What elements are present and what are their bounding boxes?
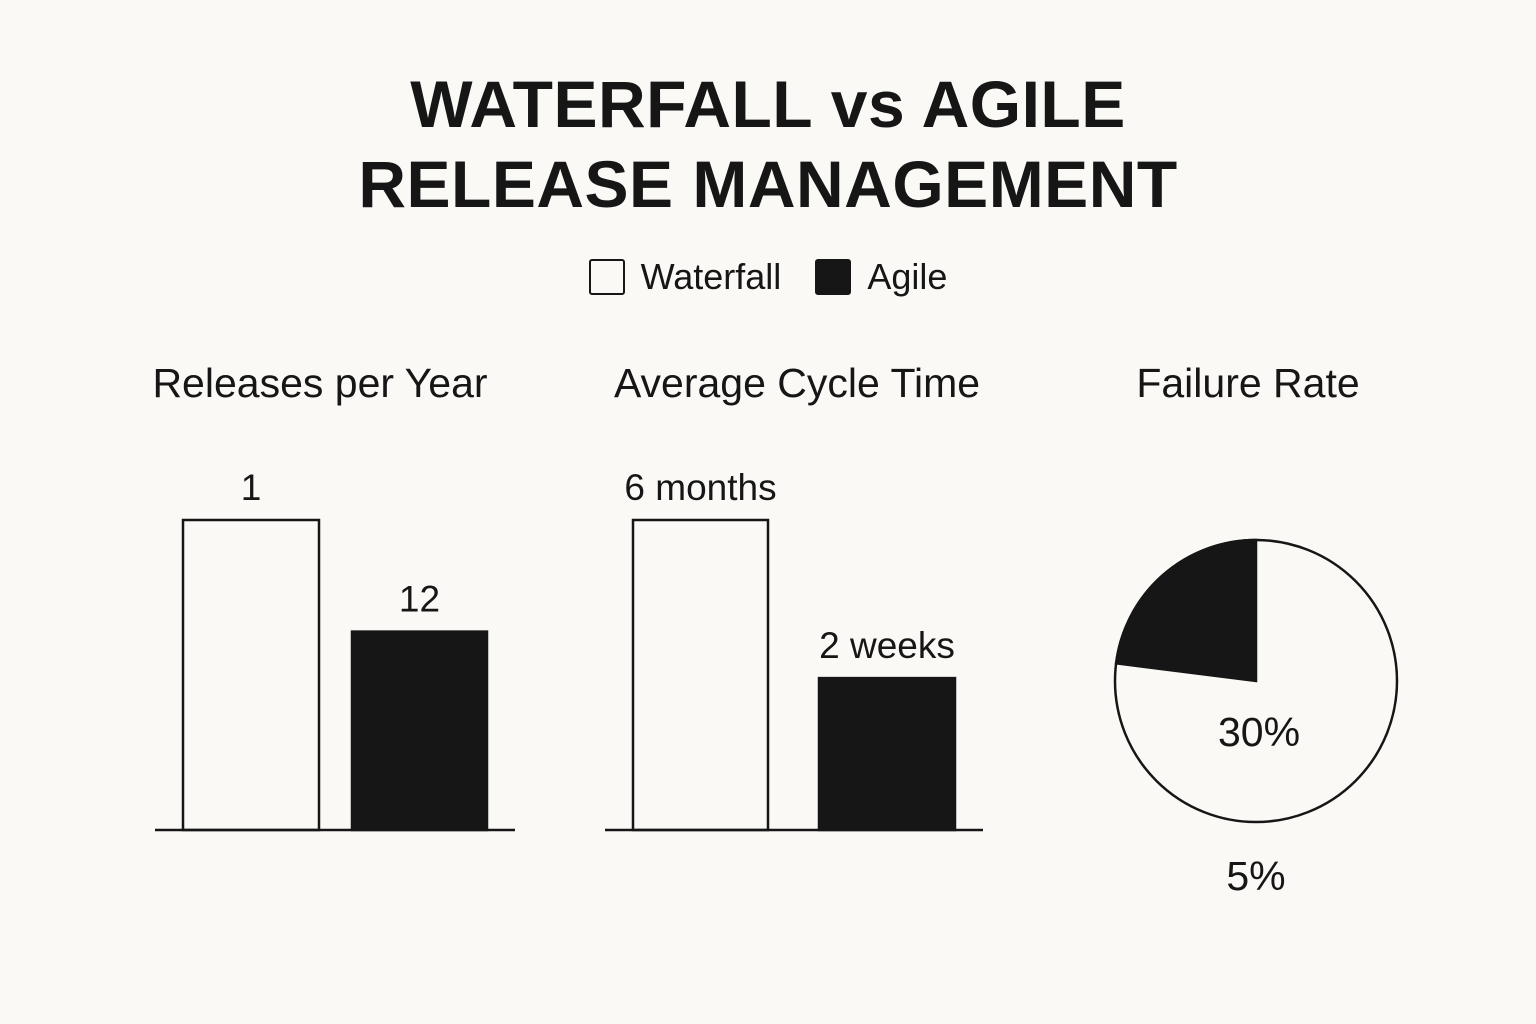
pie-slice-agile: [1114, 538, 1258, 683]
bar-cycle-time-agile: [817, 676, 957, 832]
legend-swatch-waterfall: [588, 259, 625, 295]
data-label-cycle-time-agile: 2 weeks: [819, 625, 955, 666]
data-label-releases-agile: 12: [399, 579, 440, 620]
bar-releases-waterfall: [181, 518, 321, 832]
legend-item-agile: Agile: [815, 256, 947, 298]
legend-label-agile: Agile: [867, 256, 948, 297]
legend-label-waterfall: Waterfall: [640, 256, 782, 297]
legend-swatch-agile: [815, 259, 852, 295]
bar-cycle-time-waterfall: [631, 518, 770, 832]
panel-title-failure-rate: Failure Rate: [1136, 360, 1360, 406]
panel-title-releases-per-year: Releases per Year: [152, 360, 488, 406]
panel-title-average-cycle-time: Average Cycle Time: [613, 360, 981, 406]
bar-releases-agile: [350, 630, 489, 832]
data-label-cycle-time-waterfall: 6 months: [624, 467, 776, 508]
pie-data-label-5-percent: 5%: [1226, 853, 1285, 899]
data-label-releases-waterfall: 1: [241, 467, 262, 508]
legend: Waterfall Agile: [0, 256, 1536, 298]
pie-data-label-30-percent: 30%: [1218, 709, 1300, 755]
legend-item-waterfall: Waterfall: [588, 256, 782, 298]
chart-title-line-2: RELEASE MANAGEMENT: [358, 147, 1178, 221]
chart-title-line-1: WATERFALL vs AGILE: [410, 67, 1126, 141]
